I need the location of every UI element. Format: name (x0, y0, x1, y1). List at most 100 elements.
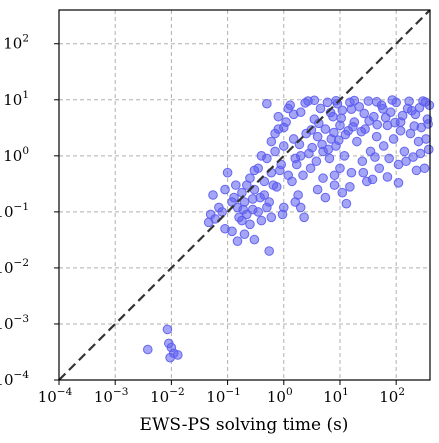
data-point (142, 344, 153, 355)
data-point (371, 131, 382, 142)
data-point (262, 202, 272, 213)
data-point (245, 219, 255, 230)
data-point (237, 215, 247, 226)
data-point (397, 110, 408, 121)
data-points (142, 95, 435, 363)
data-point (278, 122, 289, 133)
data-point (423, 144, 434, 155)
data-point (259, 176, 270, 187)
data-point (298, 170, 308, 181)
data-point (253, 207, 263, 217)
data-point (341, 198, 352, 209)
y-tick-exponent: −1 (14, 201, 29, 213)
y-tick-exponent: 0 (22, 145, 29, 157)
data-point (312, 131, 323, 142)
x-tick-label: 10−4 (38, 386, 73, 406)
data-point (318, 173, 328, 183)
x-tick-exponent: −4 (57, 386, 73, 398)
y-tick-exponent: −4 (14, 369, 30, 381)
data-point (419, 163, 430, 174)
data-point (414, 102, 425, 113)
data-point (220, 184, 230, 195)
y-tick-exponent: 1 (22, 89, 29, 101)
x-tick-label: 10−1 (206, 386, 241, 406)
x-axis-label: EWS-PS solving time (s) (140, 415, 349, 435)
data-point (275, 165, 285, 176)
data-point (322, 97, 333, 108)
data-point (364, 116, 374, 126)
data-point (380, 112, 391, 123)
data-point (378, 141, 389, 151)
x-tick-label: 100 (267, 386, 293, 406)
data-point (329, 180, 340, 190)
x-tick-exponent: −1 (225, 386, 240, 398)
y-tick-exponent: 2 (22, 33, 29, 45)
data-point (288, 109, 299, 120)
data-point (339, 151, 350, 161)
data-point (162, 324, 173, 335)
data-point (239, 229, 250, 239)
data-point (317, 139, 327, 150)
data-point (305, 163, 316, 174)
data-point (256, 151, 267, 161)
data-point (268, 180, 279, 190)
data-point (405, 128, 416, 139)
y-tick-label: 101 (3, 89, 29, 109)
data-point (311, 156, 322, 167)
data-point (249, 234, 260, 245)
data-point (295, 151, 306, 161)
data-point (409, 121, 420, 131)
data-point (387, 95, 398, 105)
x-tick-exponent: −3 (113, 386, 128, 398)
x-tick-label: 10−3 (94, 386, 129, 406)
data-point (371, 97, 382, 107)
data-point (345, 182, 355, 192)
data-point (358, 167, 369, 178)
data-point (324, 153, 335, 164)
data-point (335, 163, 345, 174)
data-point (227, 226, 237, 237)
data-point (306, 125, 317, 135)
data-point (411, 165, 422, 176)
data-point (266, 212, 277, 223)
data-point (232, 236, 243, 246)
data-point (336, 113, 346, 123)
data-point (217, 207, 227, 217)
data-point (370, 152, 380, 162)
y-tick-label: 100 (3, 145, 29, 165)
data-point (340, 129, 351, 140)
data-point (388, 134, 399, 144)
data-point (238, 204, 249, 215)
data-point (399, 146, 410, 157)
data-point (363, 96, 374, 106)
data-point (278, 141, 289, 151)
data-point (315, 103, 326, 114)
data-point (359, 108, 370, 119)
data-point (295, 202, 306, 213)
data-point (415, 148, 426, 159)
data-point (242, 180, 252, 190)
data-point (329, 127, 339, 138)
data-point (401, 156, 411, 167)
data-point (287, 176, 297, 187)
data-point (309, 95, 320, 106)
data-point (404, 96, 414, 107)
y-tick-label: 10−2 (0, 257, 29, 277)
data-point (277, 209, 288, 220)
data-point (384, 153, 394, 164)
data-point (320, 192, 331, 203)
data-point (423, 119, 433, 129)
y-tick-exponent: −3 (14, 313, 29, 325)
data-point (349, 95, 360, 106)
data-point (259, 190, 270, 200)
data-point (262, 98, 272, 109)
data-point (356, 126, 367, 137)
x-tick-exponent: 1 (342, 386, 349, 398)
data-point (227, 197, 237, 207)
x-axis-ticks: 10−4 10−3 10−2 10−1 100 101 102 (38, 380, 405, 406)
data-point (270, 146, 280, 157)
data-point (352, 136, 362, 147)
x-tick-exponent: 2 (398, 386, 405, 398)
